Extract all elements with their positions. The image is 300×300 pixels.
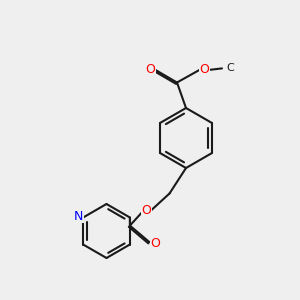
Text: O: O — [200, 63, 209, 76]
Text: O: O — [141, 203, 151, 217]
Text: C: C — [226, 63, 234, 74]
Text: O: O — [145, 63, 155, 76]
Text: O: O — [151, 237, 160, 250]
Text: N: N — [74, 209, 83, 223]
